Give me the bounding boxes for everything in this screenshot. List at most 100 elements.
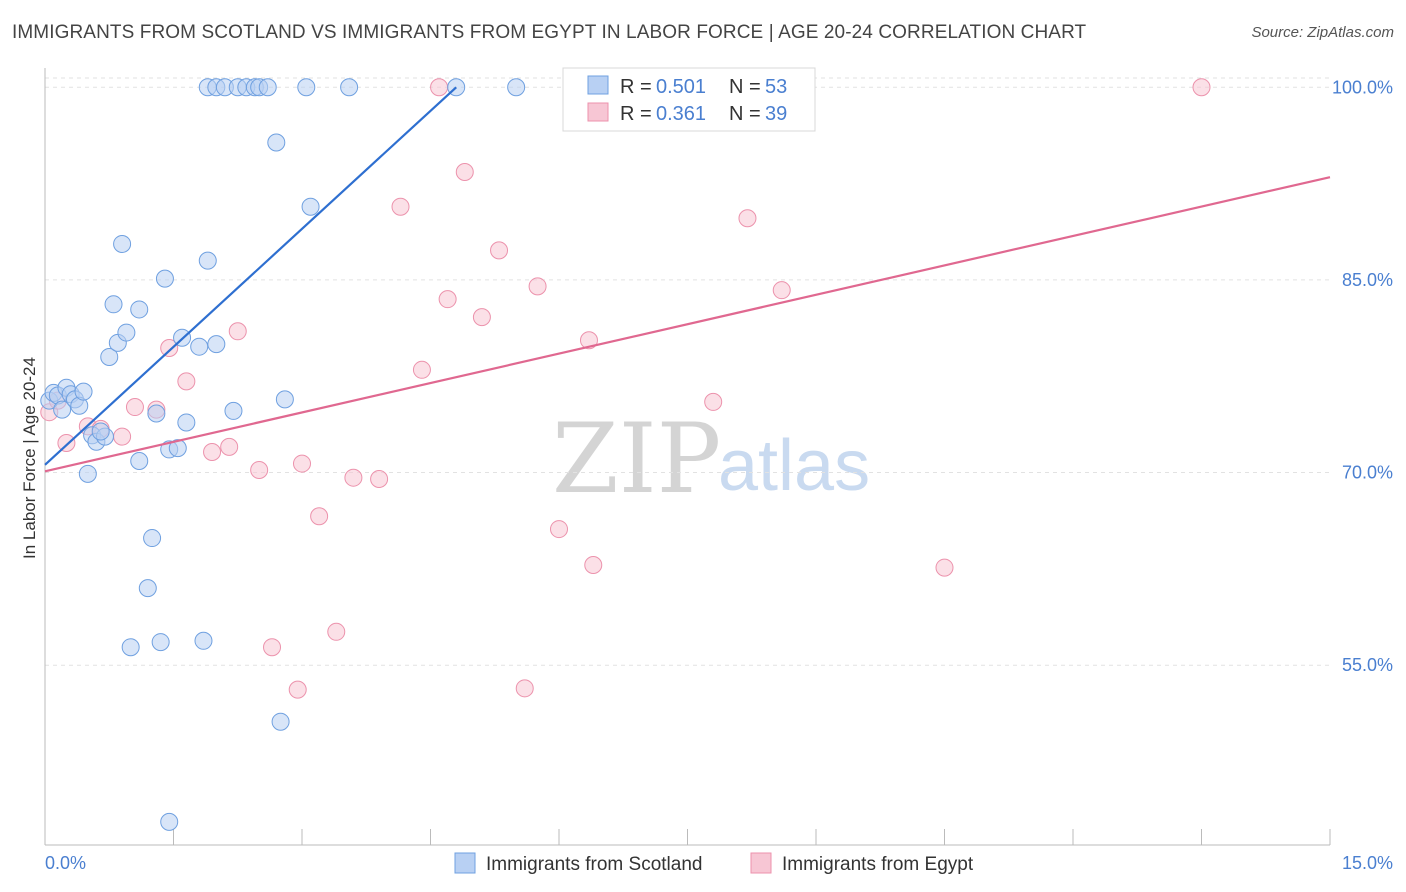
scotland-points	[40, 78, 526, 831]
legend-swatch-egypt	[587, 102, 609, 122]
egypt-point	[490, 241, 509, 260]
scotland-point	[147, 404, 166, 423]
axes	[44, 68, 1331, 846]
scotland-point	[160, 812, 179, 831]
legend-egypt-r-value: 0.361	[656, 103, 706, 125]
egypt-point	[430, 78, 449, 97]
egypt-point	[125, 398, 144, 417]
legend-swatch-scotland	[587, 75, 609, 95]
scotland-point	[155, 269, 174, 288]
egypt-point	[455, 163, 474, 182]
egypt-point	[203, 443, 222, 462]
scotland-point	[207, 335, 226, 354]
scotland-point	[130, 451, 149, 470]
egypt-point	[935, 558, 954, 577]
egypt-point	[57, 434, 76, 453]
scotland-point	[143, 529, 162, 548]
scotland-point	[258, 78, 277, 97]
scotland-point	[78, 464, 97, 483]
bottom-legend-scotland: Immigrants from Scotland	[486, 854, 702, 875]
watermark-zip: ZIP	[552, 403, 721, 515]
legend-egypt-n-label: N =	[729, 103, 761, 125]
scotland-point	[53, 400, 72, 419]
egypt-point	[177, 372, 196, 391]
scotland-point	[194, 631, 213, 650]
legend-scotland-r-label: R =	[620, 76, 652, 98]
grid-lines	[45, 77, 1330, 666]
scotland-point	[113, 234, 132, 253]
scotland-point	[301, 197, 320, 216]
bottom-legend-egypt: Immigrants from Egypt	[782, 854, 974, 875]
egypt-point	[391, 197, 410, 216]
scotland-point	[91, 422, 110, 441]
scotland-trend-line	[44, 86, 457, 466]
bottom-legend: Immigrants from Scotland Immigrants from…	[454, 852, 974, 875]
watermark-atlas: atlas	[718, 426, 870, 506]
egypt-point	[310, 507, 329, 526]
egypt-point	[288, 680, 307, 699]
egypt-point	[772, 281, 791, 300]
bottom-legend-swatch-scotland	[454, 852, 476, 874]
egypt-point	[579, 331, 598, 350]
scotland-point	[198, 251, 217, 270]
y-tick-label: 85.0%	[1342, 270, 1393, 290]
egypt-point	[528, 277, 547, 296]
egypt-point	[293, 454, 311, 473]
tick-labels: 55.0% 70.0% 85.0% 100.0% 0.0% 15.0%	[45, 77, 1393, 873]
source-label: Source: ZipAtlas.com	[1251, 24, 1394, 41]
bottom-legend-swatch-egypt	[750, 852, 772, 874]
scotland-point	[190, 337, 209, 356]
egypt-point	[344, 468, 363, 487]
egypt-point	[515, 679, 534, 698]
legend-egypt-n-value: 39	[765, 103, 787, 125]
y-axis-label: In Labor Force | Age 20-24	[20, 357, 39, 559]
egypt-point	[472, 308, 491, 327]
egypt-point	[550, 520, 568, 539]
egypt-point	[250, 460, 269, 479]
egypt-point	[160, 338, 179, 357]
scotland-point	[271, 712, 290, 731]
scotland-point	[297, 78, 316, 97]
scotland-point	[130, 300, 149, 319]
egypt-point	[584, 556, 603, 575]
chart-title: IMMIGRANTS FROM SCOTLAND VS IMMIGRANTS F…	[12, 22, 1087, 43]
scotland-point	[151, 633, 170, 652]
egypt-points	[40, 78, 1211, 699]
scotland-point	[275, 390, 294, 409]
legend-egypt-r-label: R =	[620, 103, 652, 125]
scotland-point	[168, 439, 187, 458]
scotland-point	[100, 347, 119, 366]
scotland-point	[117, 323, 136, 342]
scotland-point	[507, 78, 526, 97]
correlation-legend: R = 0.501 N = 53 R = 0.361 N = 39	[562, 67, 816, 132]
legend-scotland-r-value: 0.501	[656, 76, 706, 98]
egypt-point	[704, 392, 723, 411]
scotland-point	[224, 401, 243, 420]
egypt-point	[220, 437, 239, 456]
scotland-point	[177, 413, 196, 432]
scotland-point	[340, 78, 359, 97]
scotland-point	[104, 295, 123, 314]
egypt-point	[263, 638, 282, 657]
scotland-point	[138, 579, 157, 598]
egypt-point	[327, 622, 346, 641]
y-tick-label: 100.0%	[1332, 77, 1393, 97]
y-tick-label: 70.0%	[1342, 463, 1393, 483]
x-tick-label-min: 0.0%	[45, 853, 86, 873]
scotland-point	[121, 638, 140, 657]
egypt-point	[1192, 78, 1211, 97]
egypt-point	[438, 290, 457, 309]
legend-scotland-n-value: 53	[765, 76, 787, 98]
scotland-point	[267, 133, 286, 152]
egypt-point	[412, 360, 431, 379]
egypt-point	[113, 427, 132, 446]
scotland-point	[74, 382, 93, 401]
egypt-point	[228, 322, 247, 341]
x-tick-label-max: 15.0%	[1342, 853, 1393, 873]
trend-lines	[44, 86, 1331, 473]
egypt-point	[738, 209, 757, 228]
egypt-trend-line	[44, 176, 1331, 473]
egypt-point	[370, 469, 389, 488]
y-tick-label: 55.0%	[1342, 655, 1393, 675]
